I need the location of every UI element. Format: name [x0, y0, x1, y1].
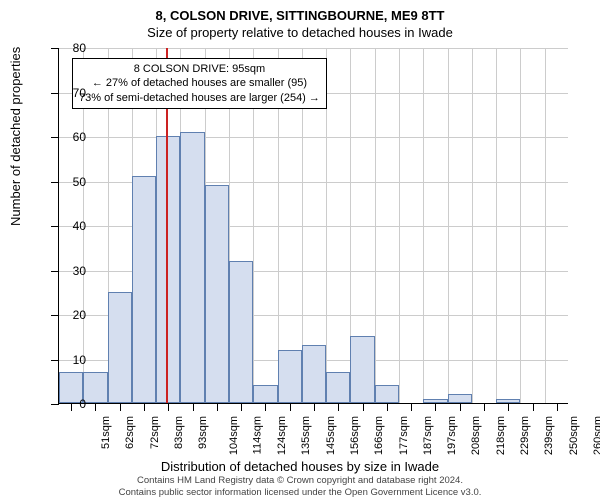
- histogram-bar: [326, 372, 350, 403]
- x-tick: [168, 403, 169, 411]
- x-tick: [484, 403, 485, 411]
- y-tick: [51, 182, 59, 183]
- y-tick: [51, 48, 59, 49]
- x-tick: [71, 403, 72, 411]
- x-tick: [241, 403, 242, 411]
- y-tick: [51, 226, 59, 227]
- y-tick-label: 30: [73, 264, 86, 278]
- plot-area: 8 COLSON DRIVE: 95sqm← 27% of detached h…: [58, 48, 568, 404]
- x-tick-label: 83sqm: [173, 416, 185, 449]
- grid-line-h: [59, 137, 568, 138]
- x-tick: [363, 403, 364, 411]
- x-tick-label: 93sqm: [197, 416, 209, 449]
- histogram-bar: [496, 399, 520, 403]
- histogram-bar: [375, 385, 399, 403]
- histogram-bar: [83, 372, 107, 403]
- x-tick-label: 197sqm: [446, 416, 458, 455]
- grid-line-v: [399, 48, 400, 403]
- grid-line-v: [496, 48, 497, 403]
- x-axis-title: Distribution of detached houses by size …: [0, 459, 600, 474]
- y-tick: [51, 404, 59, 405]
- x-tick-label: 135sqm: [301, 416, 313, 455]
- x-tick: [95, 403, 96, 411]
- x-tick: [460, 403, 461, 411]
- x-tick: [144, 403, 145, 411]
- y-tick: [51, 271, 59, 272]
- x-tick: [265, 403, 266, 411]
- footer: Contains HM Land Registry data © Crown c…: [0, 475, 600, 498]
- grid-line-v: [448, 48, 449, 403]
- grid-line-v: [472, 48, 473, 403]
- grid-line-v: [423, 48, 424, 403]
- annotation-line-1: 8 COLSON DRIVE: 95sqm: [79, 62, 320, 76]
- x-tick: [387, 403, 388, 411]
- footer-line-2: Contains public sector information licen…: [0, 487, 600, 498]
- x-tick-label: 104sqm: [228, 416, 240, 455]
- y-tick-label: 20: [73, 308, 86, 322]
- x-tick: [533, 403, 534, 411]
- x-tick-label: 62sqm: [124, 416, 136, 449]
- x-tick-label: 208sqm: [471, 416, 483, 455]
- annotation-line-3: 73% of semi-detached houses are larger (…: [79, 91, 320, 105]
- y-axis-title: Number of detached properties: [8, 47, 23, 226]
- chart-title: 8, COLSON DRIVE, SITTINGBOURNE, ME9 8TT: [0, 0, 600, 23]
- y-tick-label: 60: [73, 130, 86, 144]
- x-tick: [411, 403, 412, 411]
- x-tick-label: 166sqm: [373, 416, 385, 455]
- histogram-bar: [229, 261, 253, 403]
- x-tick-label: 250sqm: [568, 416, 580, 455]
- histogram-bar: [350, 336, 374, 403]
- x-tick: [508, 403, 509, 411]
- histogram-bar: [448, 394, 472, 403]
- chart-subtitle: Size of property relative to detached ho…: [0, 23, 600, 40]
- x-tick-label: 229sqm: [519, 416, 531, 455]
- histogram-bar: [302, 345, 326, 403]
- annotation-line-2: ← 27% of detached houses are smaller (95…: [79, 76, 320, 90]
- histogram-bar: [180, 132, 204, 403]
- x-tick: [338, 403, 339, 411]
- x-tick-label: 156sqm: [349, 416, 361, 455]
- x-tick-label: 177sqm: [398, 416, 410, 455]
- x-tick-label: 260sqm: [592, 416, 600, 455]
- y-tick-label: 80: [73, 41, 86, 55]
- grid-line-h: [59, 48, 568, 49]
- y-tick-label: 40: [73, 219, 86, 233]
- y-tick-label: 0: [79, 397, 86, 411]
- histogram-bar: [205, 185, 229, 403]
- y-tick: [51, 93, 59, 94]
- x-tick-label: 51sqm: [100, 416, 112, 449]
- grid-line-v: [520, 48, 521, 403]
- y-tick: [51, 315, 59, 316]
- x-tick-label: 239sqm: [543, 416, 555, 455]
- x-tick-label: 114sqm: [251, 416, 263, 454]
- x-tick-label: 218sqm: [495, 416, 507, 455]
- y-tick: [51, 360, 59, 361]
- chart-container: 8, COLSON DRIVE, SITTINGBOURNE, ME9 8TT …: [0, 0, 600, 500]
- histogram-bar: [108, 292, 132, 403]
- x-tick: [435, 403, 436, 411]
- footer-line-1: Contains HM Land Registry data © Crown c…: [0, 475, 600, 486]
- x-tick-label: 145sqm: [325, 416, 337, 455]
- grid-line-v: [375, 48, 376, 403]
- x-tick-label: 72sqm: [149, 416, 161, 449]
- grid-line-v: [545, 48, 546, 403]
- histogram-bar: [278, 350, 302, 403]
- annotation-box: 8 COLSON DRIVE: 95sqm← 27% of detached h…: [72, 58, 327, 109]
- y-tick-label: 10: [73, 353, 86, 367]
- y-tick-label: 50: [73, 175, 86, 189]
- histogram-bar: [423, 399, 447, 403]
- y-tick-label: 70: [73, 86, 86, 100]
- x-tick-label: 187sqm: [422, 416, 434, 455]
- x-tick: [314, 403, 315, 411]
- histogram-bar: [253, 385, 277, 403]
- histogram-bar: [132, 176, 156, 403]
- x-tick: [120, 403, 121, 411]
- x-tick-label: 124sqm: [276, 416, 288, 455]
- x-tick: [217, 403, 218, 411]
- x-tick: [193, 403, 194, 411]
- y-tick: [51, 137, 59, 138]
- x-tick: [557, 403, 558, 411]
- x-tick: [290, 403, 291, 411]
